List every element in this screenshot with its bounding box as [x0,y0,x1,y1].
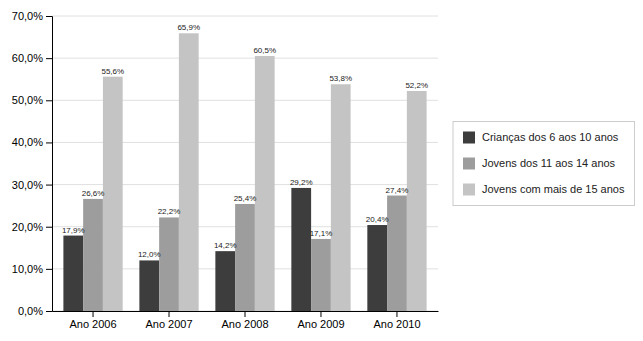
legend-swatch [463,132,475,144]
bar [139,260,159,311]
y-tick-label: 10,0% [12,263,43,275]
data-label: 17,1% [310,229,333,238]
bar [215,251,235,311]
bar [179,33,199,311]
data-label: 14,2% [214,241,237,250]
y-tick-mark [46,58,52,59]
data-label: 22,2% [158,207,181,216]
y-tick-mark [46,311,52,312]
x-tick-label: Ano 2009 [297,318,344,330]
data-label: 27,4% [386,186,409,195]
y-tick: 30,0% [12,179,52,191]
y-tick: 0,0% [18,305,52,317]
bar [83,199,103,311]
x-tick-mark [320,311,321,317]
data-label: 17,9% [62,226,85,235]
y-tick-label: 0,0% [18,305,43,317]
chart: 0,0% 10,0% 20,0% 30,0% 40,0% 50,0% 60,0% 70,0% A… [0,0,643,341]
x-axis: Ano 2006 Ano 2007 Ano 2008 Ano 2009 Ano 2010 [53,311,439,330]
bar [63,236,83,311]
y-tick: 50,0% [12,94,52,106]
data-label: 65,9% [177,23,200,32]
bar [159,217,179,311]
bar [235,204,255,311]
grid [52,16,438,311]
y-tick: 70,0% [12,10,52,22]
legend-frame [453,122,634,206]
y-axis-line [46,17,53,312]
x-tick-mark [93,311,94,317]
data-label: 29,2% [290,178,313,187]
data-label: 26,6% [82,189,105,198]
legend: Crianças dos 6 aos 10 anos Jovens dos 11 … [453,122,634,206]
bar [387,196,407,311]
bar [291,188,311,311]
legend-swatch [463,158,475,170]
legend-swatch [463,184,475,196]
x-tick-label: Ano 2007 [145,318,192,330]
y-tick-mark [46,16,52,17]
x-tick: Ano 2010 [373,311,420,330]
y-tick-label: 20,0% [12,221,43,233]
bar [367,225,387,311]
bar [255,56,275,311]
y-tick-label: 50,0% [12,94,43,106]
x-tick: Ano 2009 [297,311,344,330]
y-tick: 10,0% [12,263,52,275]
bar [407,91,427,311]
plot: 0,0% 10,0% 20,0% 30,0% 40,0% 50,0% 60,0% 70,0% A… [12,10,439,330]
y-tick: 20,0% [12,221,52,233]
y-tick-mark [46,227,52,228]
y-tick-label: 40,0% [12,136,43,148]
legend-item: Jovens com mais de 15 anos [463,183,625,195]
x-tick: Ano 2006 [69,311,116,330]
grid-line [52,58,438,59]
y-tick-label: 30,0% [12,179,43,191]
legend-label: Jovens com mais de 15 anos [482,183,625,195]
y-tick-mark [46,185,52,186]
grid-line [52,16,438,17]
legend-item: Crianças dos 6 aos 10 anos [463,131,619,143]
y-tick-label: 70,0% [12,10,43,22]
y-tick-label: 60,0% [12,52,43,64]
y-tick-mark [46,142,52,143]
legend-label: Jovens dos 11 aos 14 anos [482,157,616,169]
data-label: 25,4% [234,194,257,203]
data-label: 52,2% [405,81,428,90]
x-tick-label: Ano 2006 [69,318,116,330]
data-label: 60,5% [253,46,276,55]
x-tick-mark [396,311,397,317]
y-tick: 60,0% [12,52,52,64]
x-tick-mark [245,311,246,317]
data-labels: 17,9% 12,0% 14,2% 29,2% 20,4% 26,6% 22,2% 25,4%… [62,23,428,259]
data-label: 12,0% [138,250,161,259]
y-axis: 0,0% 10,0% 20,0% 30,0% 40,0% 50,0% 60,0% 70,0% [12,10,53,317]
x-tick: Ano 2008 [221,311,268,330]
bar [331,84,351,311]
y-tick: 40,0% [12,136,52,148]
data-label: 53,8% [329,74,352,83]
y-tick-mark [46,269,52,270]
x-tick-label: Ano 2010 [373,318,420,330]
y-tick-mark [46,100,52,101]
data-label: 20,4% [366,215,389,224]
data-label: 55,6% [101,67,124,76]
bar [103,77,123,311]
legend-label: Crianças dos 6 aos 10 anos [482,131,619,143]
legend-item: Jovens dos 11 aos 14 anos [463,157,616,169]
x-tick-mark [169,311,170,317]
x-tick: Ano 2007 [145,311,192,330]
bar [311,239,331,311]
x-tick-label: Ano 2008 [221,318,268,330]
bars [63,33,426,311]
